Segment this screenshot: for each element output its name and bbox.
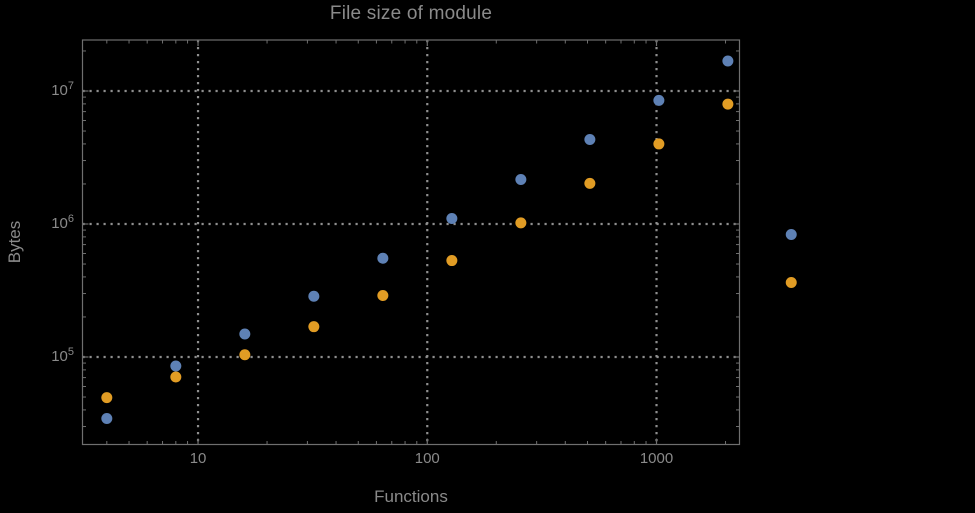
data-point-series-blue: [722, 55, 734, 67]
data-point-series-blue: [377, 252, 389, 264]
data-point-series-blue: [101, 412, 113, 424]
x-axis-label: Functions: [374, 487, 448, 506]
x-tick-label: 100: [414, 450, 440, 467]
data-point-series-blue: [584, 133, 596, 145]
data-point-series-orange: [785, 277, 797, 289]
data-point-series-orange: [446, 255, 458, 267]
x-tick-label: 10: [189, 450, 207, 467]
data-point-series-blue: [653, 94, 665, 106]
data-point-series-blue: [239, 328, 251, 340]
data-point-series-orange: [101, 392, 113, 404]
chart-title: File size of module: [329, 3, 493, 24]
data-point-series-orange: [170, 371, 182, 383]
data-point-series-blue: [170, 360, 182, 372]
data-point-series-orange: [239, 349, 251, 361]
data-point-series-orange: [308, 321, 320, 333]
data-point-series-blue: [515, 174, 527, 186]
data-point-series-blue: [446, 212, 458, 224]
data-point-series-blue: [785, 228, 797, 240]
data-point-series-orange: [653, 138, 665, 150]
data-point-series-orange: [377, 289, 389, 301]
y-tick-label: 105: [51, 346, 74, 366]
data-point-series-blue: [308, 290, 320, 302]
data-point-series-orange: [515, 217, 527, 229]
data-point-series-orange: [722, 98, 734, 110]
x-tick-label: 1000: [639, 450, 674, 467]
plot-frame: [81, 39, 741, 446]
y-tick-label: 107: [51, 80, 74, 100]
data-point-series-orange: [584, 177, 596, 189]
y-tick-label: 106: [51, 213, 74, 233]
